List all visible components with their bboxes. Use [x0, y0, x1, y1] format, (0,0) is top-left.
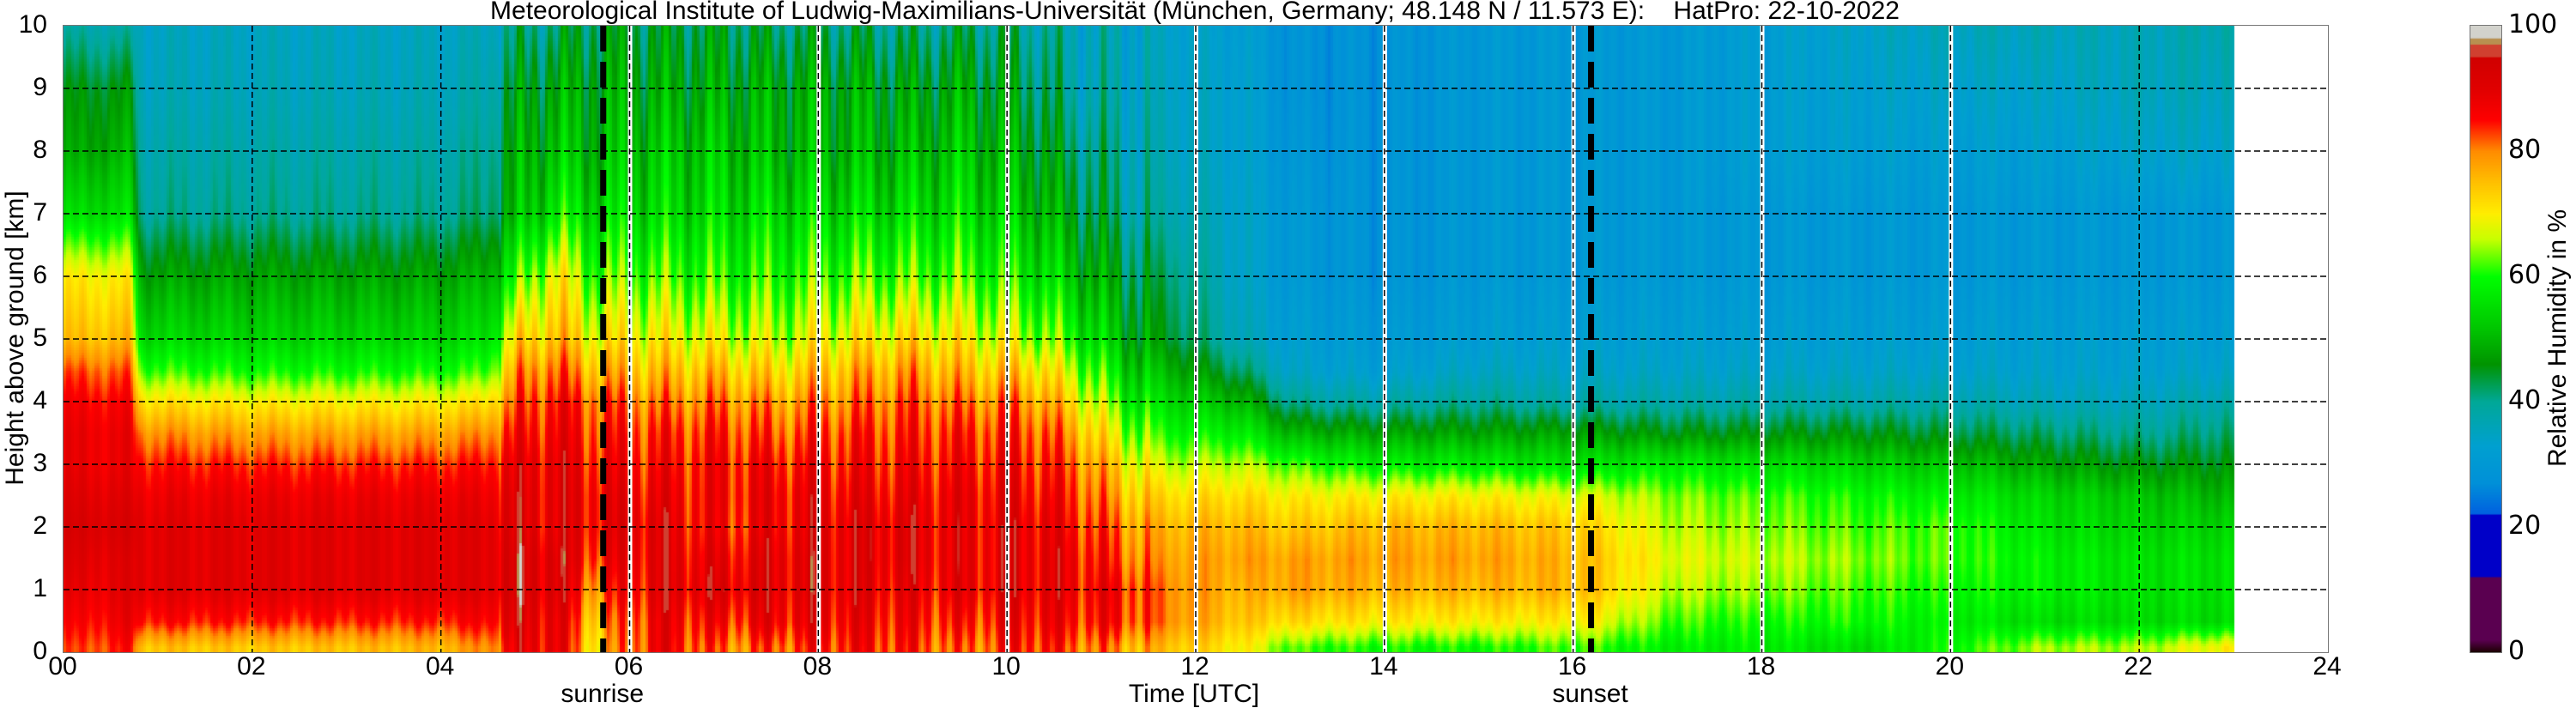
- colorbar-tick-label: 60: [2508, 260, 2542, 290]
- x-tick-label: 02: [237, 652, 266, 681]
- y-tick-label: 8: [33, 136, 47, 164]
- plot-overlay: [64, 26, 2328, 652]
- x-tick-label: 20: [1935, 652, 1965, 681]
- colorbar-label: Relative Humidity in %: [2543, 209, 2572, 468]
- x-tick-label: 04: [425, 652, 455, 681]
- colorbar-tick-label: 100: [2508, 9, 2558, 39]
- x-tick-label: 06: [614, 652, 644, 681]
- x-tick-label: 22: [2124, 652, 2153, 681]
- colorbar-tick-label: 80: [2508, 135, 2542, 165]
- chart-title: Meteorological Institute of Ludwig-Maxim…: [490, 0, 1900, 25]
- y-tick-label: 2: [33, 511, 47, 540]
- colorbar-tick-label: 40: [2508, 385, 2542, 415]
- y-tick-label: 0: [33, 637, 47, 665]
- y-tick-label: 6: [33, 261, 47, 289]
- y-tick-label: 4: [33, 386, 47, 415]
- y-tick-label: 7: [33, 198, 47, 227]
- y-tick-label: 9: [33, 73, 47, 101]
- x-axis-label: Time [UTC]: [1128, 680, 1260, 708]
- y-tick-label: 1: [33, 574, 47, 602]
- y-tick-label: 10: [18, 10, 47, 39]
- x-tick-label: 08: [803, 652, 833, 681]
- x-tick-label: 00: [48, 652, 77, 681]
- colorbar: [2470, 25, 2502, 653]
- sunrise-label: sunrise: [561, 680, 645, 708]
- colorbar-tick-label: 0: [2508, 636, 2525, 666]
- plot-area: [63, 25, 2329, 653]
- x-tick-label: 16: [1557, 652, 1587, 681]
- colorbar-tick-label: 20: [2508, 511, 2542, 541]
- y-tick-label: 5: [33, 324, 47, 352]
- x-tick-label: 24: [2312, 652, 2342, 681]
- y-axis-label: Height above ground [km]: [1, 191, 29, 486]
- x-tick-label: 10: [991, 652, 1021, 681]
- sunset-label: sunset: [1552, 680, 1628, 708]
- x-tick-label: 12: [1180, 652, 1209, 681]
- x-tick-label: 14: [1369, 652, 1398, 681]
- x-tick-label: 18: [1746, 652, 1776, 681]
- y-tick-label: 3: [33, 449, 47, 477]
